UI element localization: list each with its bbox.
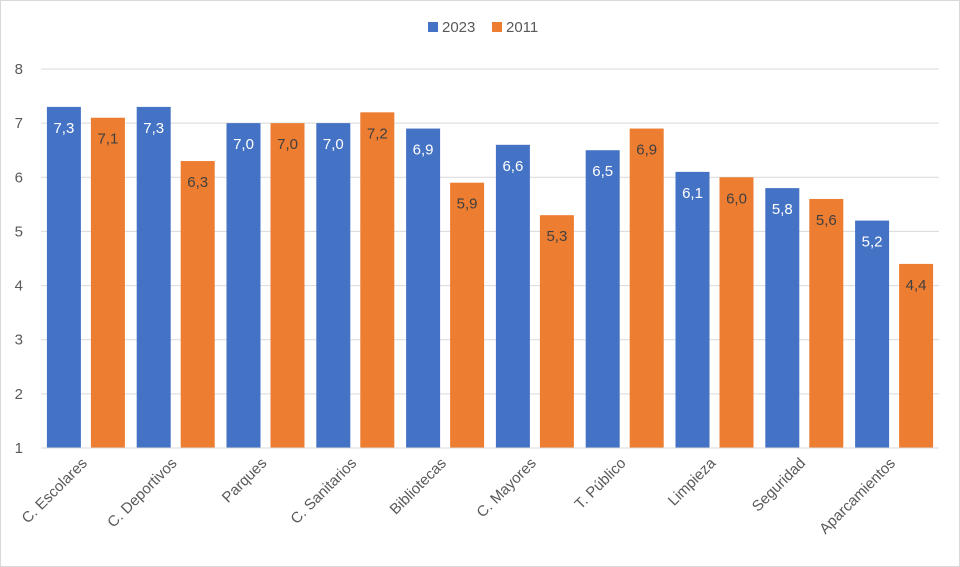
data-label-2011-2: 7,0: [277, 136, 298, 153]
bar-2023-8: [765, 188, 800, 448]
x-category-label: T. Público: [572, 455, 630, 513]
data-label-2011-9: 4,4: [906, 277, 927, 294]
x-category-label: C. Mayores: [473, 455, 539, 521]
data-label-2011-8: 5,6: [816, 212, 837, 229]
data-label-2023-6: 6,5: [592, 163, 613, 180]
bar-2023-4: [406, 128, 441, 449]
bar-2011-3: [360, 112, 395, 449]
data-label-2023-4: 6,9: [413, 142, 434, 159]
data-label-2011-1: 6,3: [187, 174, 208, 191]
data-label-2023-2: 7,0: [233, 136, 254, 153]
bar-2023-0: [46, 106, 81, 449]
bar-2011-2: [270, 123, 305, 449]
data-label-2023-3: 7,0: [323, 136, 344, 153]
legend-label-2011: 2011: [506, 19, 538, 36]
data-label-2011-0: 7,1: [97, 131, 118, 148]
bar-2023-1: [136, 106, 171, 449]
bar-2023-3: [316, 123, 351, 449]
y-tick-label: 3: [15, 332, 23, 349]
y-tick-label: 7: [15, 115, 23, 132]
bar-2011-6: [629, 128, 664, 449]
y-tick-label: 8: [15, 61, 23, 78]
data-label-2023-0: 7,3: [53, 120, 74, 137]
data-label-2011-7: 6,0: [726, 190, 747, 207]
bar-2011-0: [90, 117, 125, 448]
data-label-2011-5: 5,3: [546, 228, 567, 245]
x-category-label: Aparcamientos: [816, 455, 899, 538]
x-category-label: C. Sanitarios: [287, 455, 360, 528]
bar-2023-9: [855, 220, 890, 448]
bar-2011-8: [809, 198, 844, 448]
legend-swatch-2011: [492, 22, 502, 32]
bar-2011-7: [719, 177, 754, 449]
x-category-label: Seguridad: [749, 455, 809, 515]
bar-2011-9: [899, 263, 934, 448]
data-label-2023-9: 5,2: [862, 234, 883, 251]
x-category-label: C. Deportivos: [104, 455, 180, 531]
data-label-2023-1: 7,3: [143, 120, 164, 137]
x-category-label: Parques: [219, 455, 271, 507]
data-label-2023-8: 5,8: [772, 201, 793, 218]
bar-2023-2: [226, 123, 261, 449]
data-label-2011-3: 7,2: [367, 125, 388, 142]
y-tick-label: 1: [15, 440, 23, 457]
data-label-2011-6: 6,9: [636, 142, 657, 159]
y-tick-label: 5: [15, 223, 23, 240]
x-category-label: Limpieza: [665, 454, 720, 509]
bar-2023-6: [585, 150, 620, 448]
legend-label-2023: 2023: [442, 19, 475, 36]
bar-2011-4: [450, 182, 485, 448]
bar-2023-5: [495, 144, 530, 449]
y-tick-label: 2: [15, 386, 23, 403]
bar-2011-5: [539, 215, 574, 448]
data-label-2023-7: 6,1: [682, 185, 703, 202]
legend-swatch-2023: [428, 22, 438, 32]
data-label-2023-5: 6,6: [502, 158, 523, 175]
x-category-label: Bibliotecas: [387, 455, 450, 518]
x-category-label: C. Escolares: [19, 455, 91, 527]
y-tick-label: 4: [15, 278, 23, 295]
bar-2011-1: [180, 161, 215, 449]
y-tick-label: 6: [15, 169, 23, 186]
bar-2023-7: [675, 171, 710, 448]
data-label-2011-4: 5,9: [457, 196, 478, 213]
